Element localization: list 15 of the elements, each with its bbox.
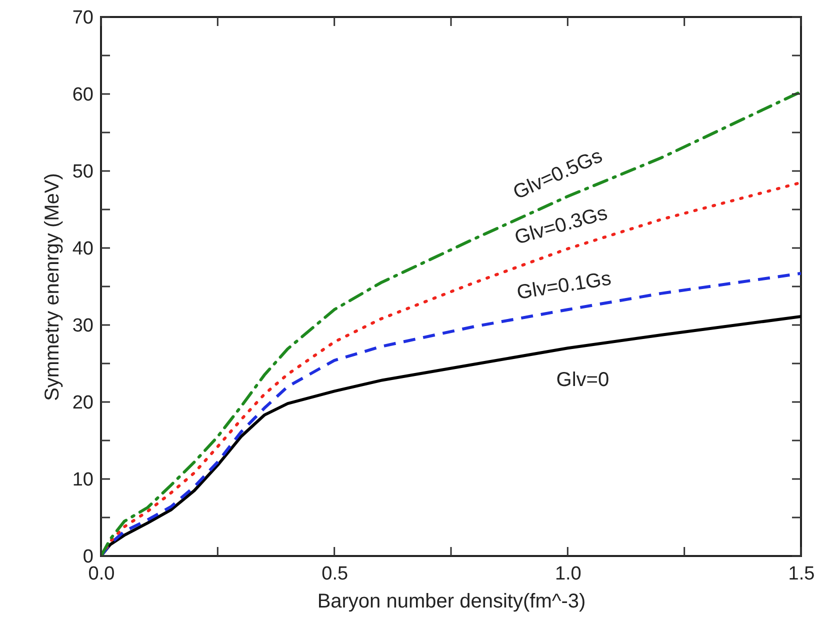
x-axis-title: Baryon number density(fm^-3): [317, 590, 586, 612]
y-tick-label: 40: [72, 238, 94, 260]
x-tick-label: 0.5: [322, 564, 348, 584]
text: Glv=0.3Gs: [512, 202, 610, 250]
y-tick-label: 10: [72, 470, 94, 490]
y-tick-label: 30: [72, 316, 94, 336]
y-tick-label: 50: [72, 162, 94, 182]
y-tick-label: 60: [72, 84, 94, 106]
x-tick-label: 1.0: [554, 564, 582, 584]
x-tick-label: 1.5: [788, 564, 815, 584]
y-tick-label: 20: [72, 392, 94, 414]
text: Glv=0.1Gs: [515, 268, 613, 304]
y-axis-title: Symmetry enenrgy (MeV): [41, 173, 64, 401]
series-label: Glv=0: [556, 369, 610, 392]
y-tick-label: 70: [72, 8, 94, 28]
